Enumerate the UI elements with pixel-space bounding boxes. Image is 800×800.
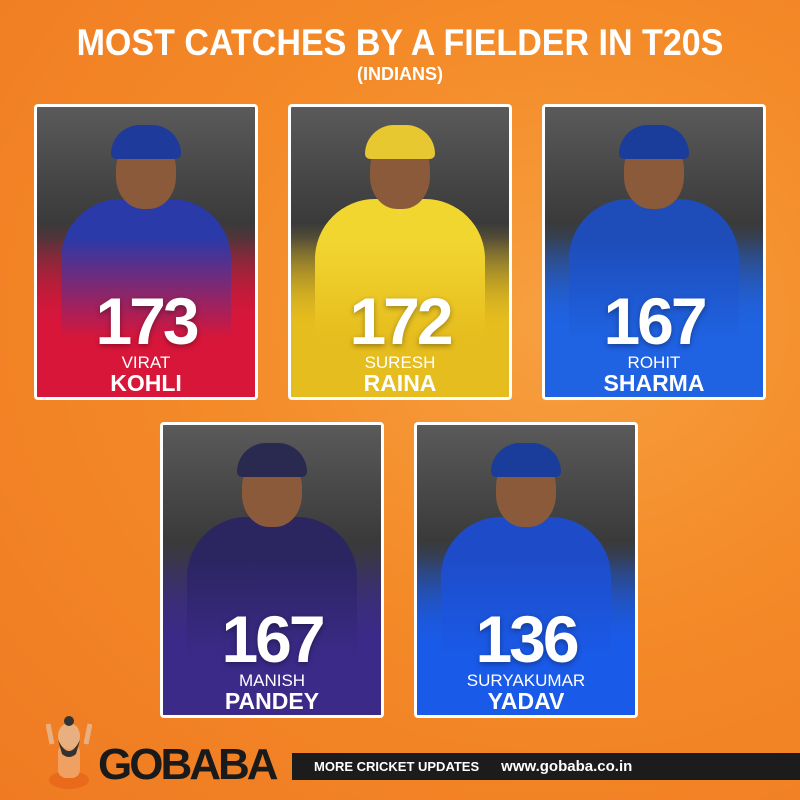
- footer-website-link[interactable]: www.gobaba.co.in: [501, 758, 633, 775]
- player-last-name: KOHLI: [110, 370, 182, 396]
- player-card: 136 SURYAKUMAR YADAV: [414, 422, 638, 718]
- player-first-name: MANISH: [238, 671, 306, 690]
- player-card: 173 VIRAT KOHLI: [34, 104, 258, 400]
- page-title: MOST CATCHES BY A FIELDER IN T20S: [76, 22, 724, 63]
- footer-bar: MORE CRICKET UPDATES www.gobaba.co.in: [292, 753, 800, 780]
- player-last-name: RAINA: [363, 370, 437, 396]
- player-first-name: VIRAT: [121, 353, 171, 372]
- catches-count: 173: [95, 284, 199, 358]
- player-card: 167 MANISH PANDEY: [160, 422, 384, 718]
- catches-count: 167: [603, 284, 707, 358]
- catches-count: 172: [349, 284, 453, 358]
- player-first-name: SURYAKUMAR: [466, 671, 586, 690]
- player-card: 172 SURESH RAINA: [288, 104, 512, 400]
- player-first-name: ROHIT: [627, 353, 681, 372]
- player-last-name: PANDEY: [224, 688, 320, 714]
- catches-count: 167: [221, 602, 325, 676]
- footer-tagline: MORE CRICKET UPDATES: [314, 759, 480, 774]
- player-last-name: SHARMA: [603, 370, 705, 396]
- gobaba-mascot-icon: [46, 716, 92, 789]
- player-last-name: YADAV: [487, 688, 565, 714]
- player-first-name: SURESH: [364, 353, 436, 372]
- gobaba-logo: GOBABA: [98, 740, 279, 789]
- player-card: 167 ROHIT SHARMA: [542, 104, 766, 400]
- page-subtitle: (INDIANS): [357, 64, 443, 84]
- catches-count: 136: [475, 602, 579, 676]
